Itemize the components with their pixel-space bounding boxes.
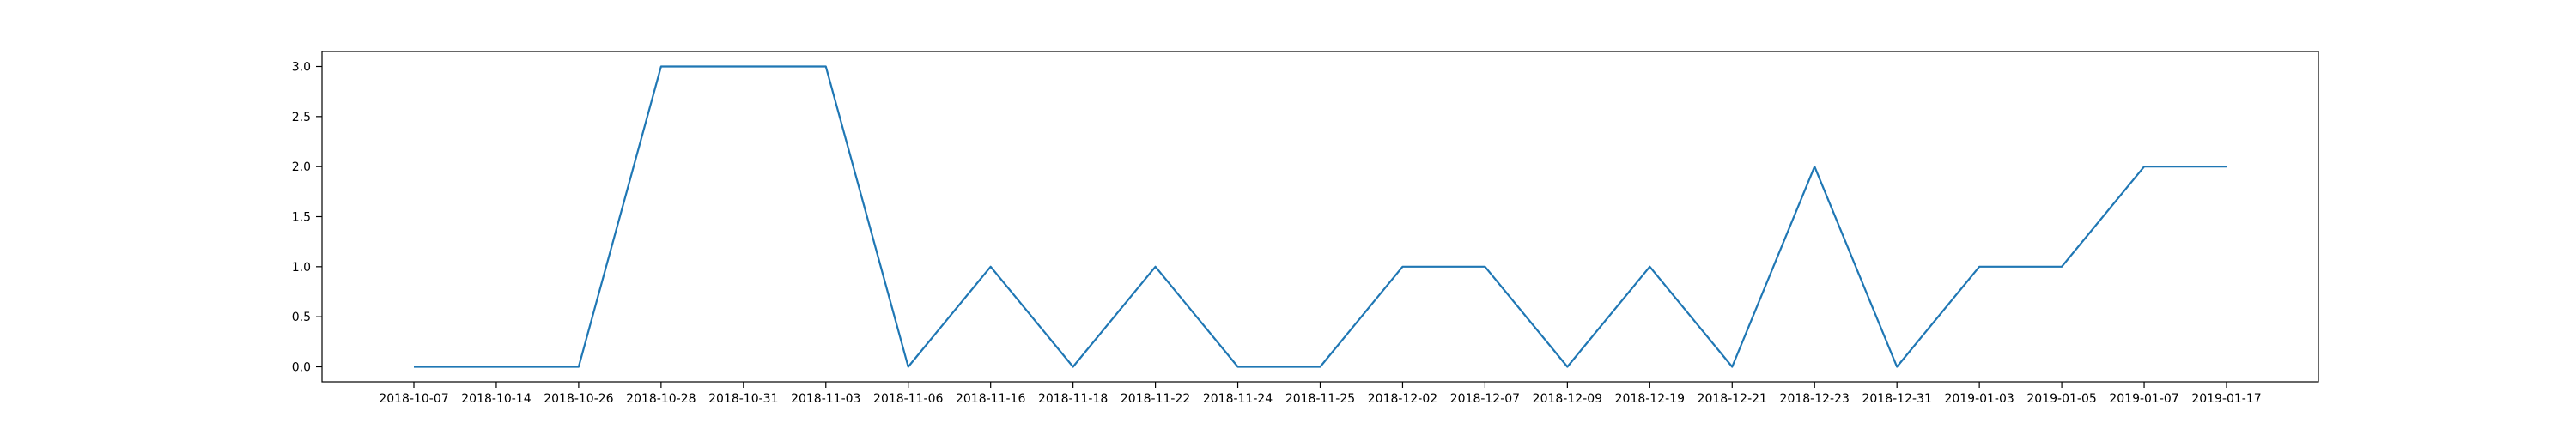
y-axis: 0.0 0.5 1.0 1.5 2.0 2.5 3.0 [292, 61, 322, 375]
x-tick-label: 2018-12-07 [1450, 392, 1520, 406]
x-tick-label: 2018-11-24 [1203, 392, 1273, 406]
y-tick-label: 2.5 [292, 111, 311, 124]
x-tick-label: 2018-11-22 [1121, 392, 1190, 406]
y-tick-label: 1.0 [292, 261, 311, 275]
y-tick-label: 2.0 [292, 160, 311, 174]
x-tick-label: 2018-12-19 [1615, 392, 1685, 406]
x-tick-label: 2018-10-14 [461, 392, 531, 406]
y-tick-label: 0.0 [292, 361, 311, 375]
y-tick-label: 1.5 [292, 211, 311, 225]
x-tick-label: 2019-01-07 [2109, 392, 2178, 406]
x-tick-label: 2018-11-16 [956, 392, 1025, 406]
x-tick-label: 2018-12-09 [1533, 392, 1602, 406]
x-tick-label: 2018-12-21 [1698, 392, 1767, 406]
x-tick-label: 2019-01-17 [2191, 392, 2261, 406]
x-tick-label: 2018-10-07 [379, 392, 448, 406]
x-tick-label: 2018-10-28 [626, 392, 696, 406]
x-tick-label: 2018-12-23 [1780, 392, 1850, 406]
series-layer [413, 65, 2227, 368]
plot-area-frame [321, 51, 2319, 383]
x-tick-label: 2018-11-06 [873, 392, 943, 406]
x-axis: 2018-10-07 2018-10-14 2018-10-26 2018-10-28… [379, 382, 2262, 406]
x-tick-label: 2018-11-03 [791, 392, 860, 406]
x-tick-label: 2018-11-18 [1038, 392, 1108, 406]
y-tick-label: 3.0 [292, 61, 311, 75]
x-tick-label: 2018-10-31 [708, 392, 778, 406]
x-tick-label: 2019-01-03 [1944, 392, 2014, 406]
series-line [414, 65, 2227, 368]
x-tick-label: 2018-12-31 [1862, 392, 1931, 406]
x-tick-label: 2018-11-25 [1285, 392, 1355, 406]
y-tick-label: 0.5 [292, 311, 311, 324]
x-tick-label: 2018-12-02 [1368, 392, 1437, 406]
x-tick-label: 2018-10-26 [544, 392, 613, 406]
x-tick-label: 2019-01-05 [2026, 392, 2096, 406]
